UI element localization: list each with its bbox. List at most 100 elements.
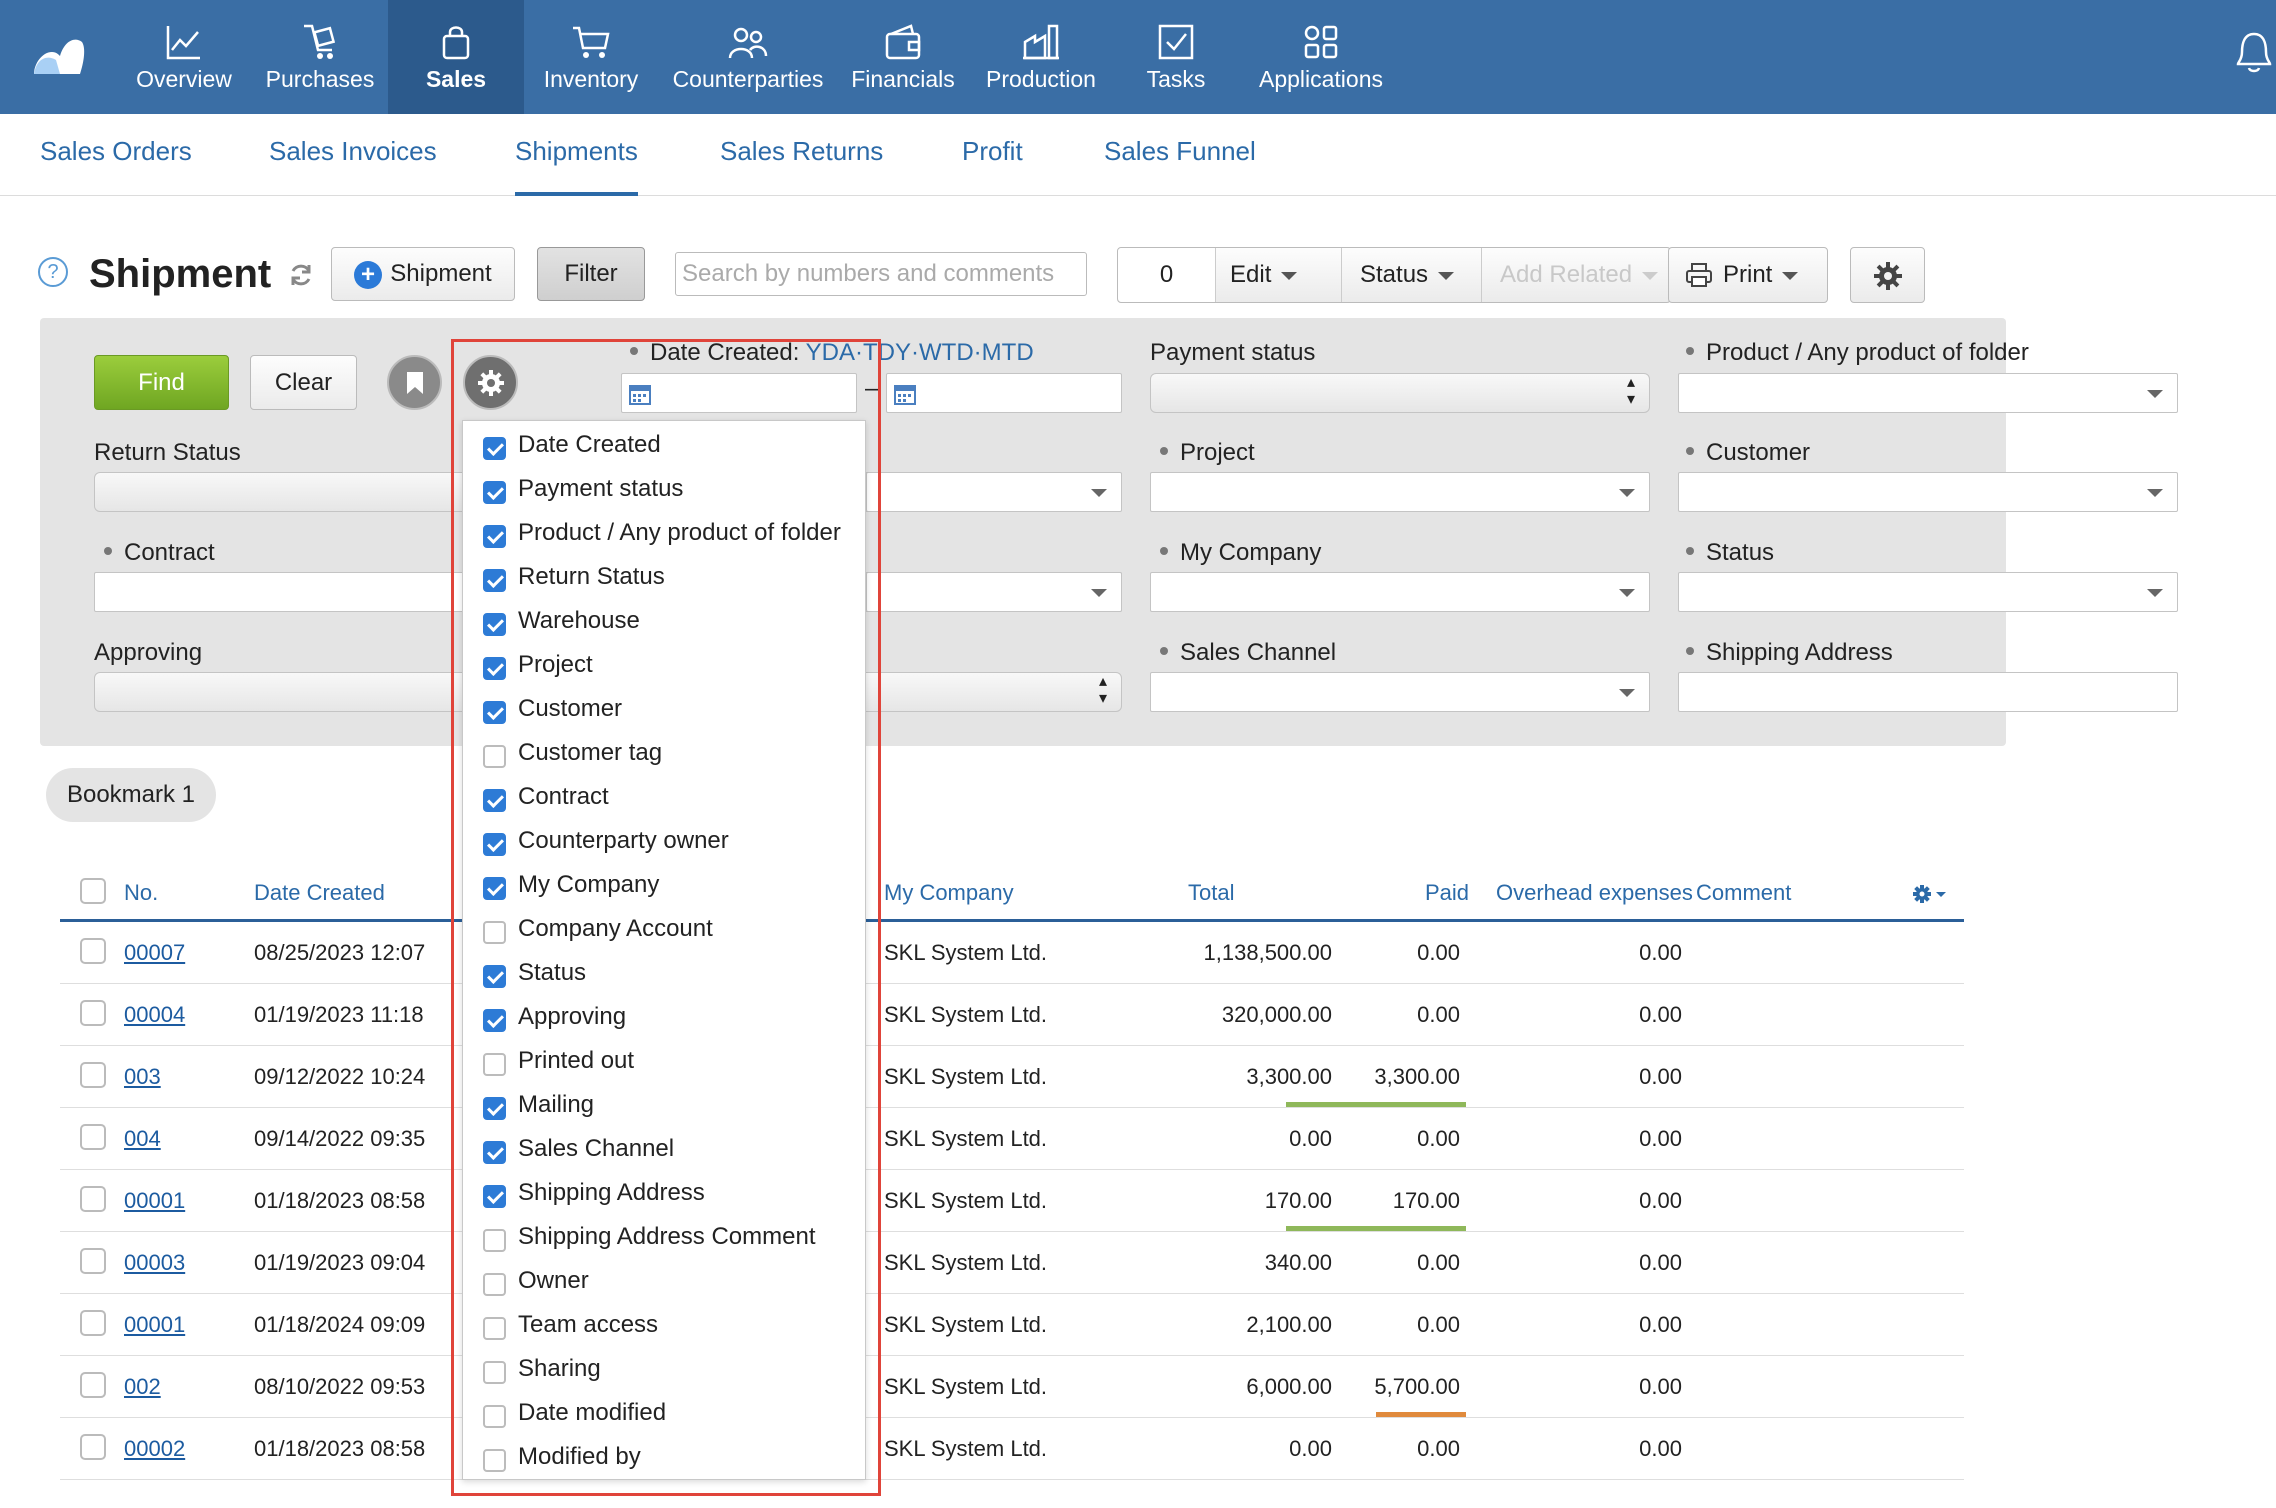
menu-item[interactable]: Return Status bbox=[463, 555, 865, 599]
table-row[interactable]: 003 09/12/2022 10:24 SKL System Ltd. 3,300.… bbox=[60, 1046, 1964, 1108]
menu-item-checkbox[interactable] bbox=[483, 657, 506, 680]
select-all-checkbox[interactable] bbox=[80, 878, 106, 904]
search-input[interactable]: Search by numbers and comments bbox=[675, 252, 1087, 296]
tab-profit[interactable]: Profit bbox=[962, 136, 1023, 166]
menu-item-checkbox[interactable] bbox=[483, 833, 506, 856]
print-button[interactable]: Print bbox=[1668, 247, 1828, 303]
edit-dropdown[interactable]: Edit bbox=[1216, 248, 1342, 302]
status-dropdown[interactable]: Status bbox=[1342, 248, 1482, 302]
counterparty-owner-select[interactable] bbox=[866, 572, 1122, 612]
menu-item[interactable]: Status bbox=[463, 951, 865, 995]
menu-item[interactable]: Owner bbox=[463, 1259, 865, 1303]
date-to-input[interactable] bbox=[886, 373, 1122, 413]
clear-button[interactable]: Clear bbox=[250, 355, 357, 410]
menu-item-checkbox[interactable] bbox=[483, 745, 506, 768]
col-comment[interactable]: Comment bbox=[1696, 880, 1792, 905]
menu-item[interactable]: Contract bbox=[463, 775, 865, 819]
table-row[interactable]: 00007 08/25/2023 12:07 SKL System Ltd. 1,13… bbox=[60, 922, 1964, 984]
refresh-icon[interactable] bbox=[288, 262, 314, 288]
nav-financials[interactable]: Financials bbox=[848, 0, 958, 114]
menu-item-checkbox[interactable] bbox=[483, 1317, 506, 1340]
row-checkbox[interactable] bbox=[80, 1310, 106, 1336]
filter-settings-button[interactable] bbox=[463, 355, 518, 410]
table-row[interactable]: 00003 01/19/2023 09:04 SKL System Ltd. 340.… bbox=[60, 1232, 1964, 1294]
menu-item-checkbox[interactable] bbox=[483, 965, 506, 988]
menu-item-checkbox[interactable] bbox=[483, 1185, 506, 1208]
col-my-company[interactable]: My Company bbox=[884, 880, 1014, 905]
menu-item-checkbox[interactable] bbox=[483, 569, 506, 592]
row-number-link[interactable]: 00007 bbox=[124, 940, 186, 965]
row-number-link[interactable]: 00003 bbox=[124, 1250, 186, 1275]
menu-item[interactable]: Date modified bbox=[463, 1391, 865, 1435]
row-checkbox[interactable] bbox=[80, 1372, 106, 1398]
project-select[interactable] bbox=[1150, 472, 1650, 512]
menu-item-checkbox[interactable] bbox=[483, 1053, 506, 1076]
menu-item-checkbox[interactable] bbox=[483, 1229, 506, 1252]
menu-item-checkbox[interactable] bbox=[483, 1273, 506, 1296]
help-icon[interactable]: ? bbox=[38, 257, 68, 287]
menu-item[interactable]: Shipping Address bbox=[463, 1171, 865, 1215]
bookmark-button[interactable] bbox=[387, 355, 442, 410]
menu-item-checkbox[interactable] bbox=[483, 525, 506, 548]
bookmark-tab[interactable]: Bookmark 1 bbox=[46, 768, 216, 822]
date-shortcut-tdy[interactable]: TDY bbox=[863, 339, 912, 366]
calendar-icon[interactable] bbox=[893, 382, 917, 406]
bell-icon[interactable] bbox=[2234, 30, 2274, 74]
table-row[interactable]: 00004 01/19/2023 11:18 SKL System Ltd. 320,… bbox=[60, 984, 1964, 1046]
menu-item[interactable]: Mailing bbox=[463, 1083, 865, 1127]
tab-sales-orders[interactable]: Sales Orders bbox=[40, 136, 192, 166]
sales-channel-select[interactable] bbox=[1150, 672, 1650, 712]
menu-item[interactable]: Customer tag bbox=[463, 731, 865, 775]
menu-item-checkbox[interactable] bbox=[483, 1449, 506, 1472]
add-shipment-button[interactable]: + Shipment bbox=[331, 247, 515, 301]
status-select[interactable] bbox=[1678, 572, 2178, 612]
row-number-link[interactable]: 00001 bbox=[124, 1188, 186, 1213]
menu-item-checkbox[interactable] bbox=[483, 921, 506, 944]
warehouse-select[interactable] bbox=[866, 472, 1122, 512]
col-date-created[interactable]: Date Created bbox=[254, 880, 385, 905]
row-number-link[interactable]: 004 bbox=[124, 1126, 161, 1151]
row-number-link[interactable]: 00004 bbox=[124, 1002, 186, 1027]
row-checkbox[interactable] bbox=[80, 1186, 106, 1212]
menu-item[interactable]: Approving bbox=[463, 995, 865, 1039]
menu-item[interactable]: Shipping Address Comment bbox=[463, 1215, 865, 1259]
row-checkbox[interactable] bbox=[80, 1062, 106, 1088]
table-row[interactable]: 002 08/10/2022 09:53 SKL System Ltd. 6,000.… bbox=[60, 1356, 1964, 1418]
menu-item[interactable]: Sharing bbox=[463, 1347, 865, 1391]
menu-item[interactable]: Team access bbox=[463, 1303, 865, 1347]
product-select[interactable] bbox=[1678, 373, 2178, 413]
add-related-dropdown[interactable]: Add Related bbox=[1482, 248, 1672, 302]
tab-shipments[interactable]: Shipments bbox=[515, 136, 638, 196]
tab-sales-invoices[interactable]: Sales Invoices bbox=[269, 136, 437, 166]
menu-item[interactable]: My Company bbox=[463, 863, 865, 907]
date-shortcut-wtd[interactable]: WTD bbox=[919, 339, 974, 366]
menu-item[interactable]: Company Account bbox=[463, 907, 865, 951]
row-number-link[interactable]: 00002 bbox=[124, 1436, 186, 1461]
nav-counterparties[interactable]: Counterparties bbox=[668, 0, 828, 114]
row-checkbox[interactable] bbox=[80, 1124, 106, 1150]
find-button[interactable]: Find bbox=[94, 355, 229, 410]
menu-item-checkbox[interactable] bbox=[483, 1361, 506, 1384]
calendar-icon[interactable] bbox=[628, 382, 652, 406]
table-row[interactable]: 00002 01/18/2023 08:58 SKL System Ltd. 0.00… bbox=[60, 1418, 1964, 1480]
date-shortcut-yda[interactable]: YDA bbox=[805, 339, 856, 366]
row-number-link[interactable]: 002 bbox=[124, 1374, 161, 1399]
table-row[interactable]: 00001 01/18/2023 08:58 SKL System Ltd. 170.… bbox=[60, 1170, 1964, 1232]
menu-item-checkbox[interactable] bbox=[483, 1141, 506, 1164]
menu-item-checkbox[interactable] bbox=[483, 437, 506, 460]
row-checkbox[interactable] bbox=[80, 938, 106, 964]
menu-item[interactable]: Date Created bbox=[463, 423, 865, 467]
table-row[interactable]: 00001 01/18/2024 09:09 SKL System Ltd. 2,10… bbox=[60, 1294, 1964, 1356]
menu-item[interactable]: Payment status bbox=[463, 467, 865, 511]
nav-overview[interactable]: Overview bbox=[128, 0, 240, 114]
row-checkbox[interactable] bbox=[80, 1434, 106, 1460]
nav-sales[interactable]: Sales bbox=[388, 0, 524, 114]
col-total[interactable]: Total bbox=[1188, 880, 1235, 905]
menu-item[interactable]: Warehouse bbox=[463, 599, 865, 643]
menu-item-checkbox[interactable] bbox=[483, 1097, 506, 1120]
my-company-select[interactable] bbox=[1150, 572, 1650, 612]
tab-sales-funnel[interactable]: Sales Funnel bbox=[1104, 136, 1256, 166]
filter-button[interactable]: Filter bbox=[537, 247, 645, 301]
payment-status-select[interactable] bbox=[1150, 373, 1650, 413]
nav-production[interactable]: Production bbox=[980, 0, 1102, 114]
